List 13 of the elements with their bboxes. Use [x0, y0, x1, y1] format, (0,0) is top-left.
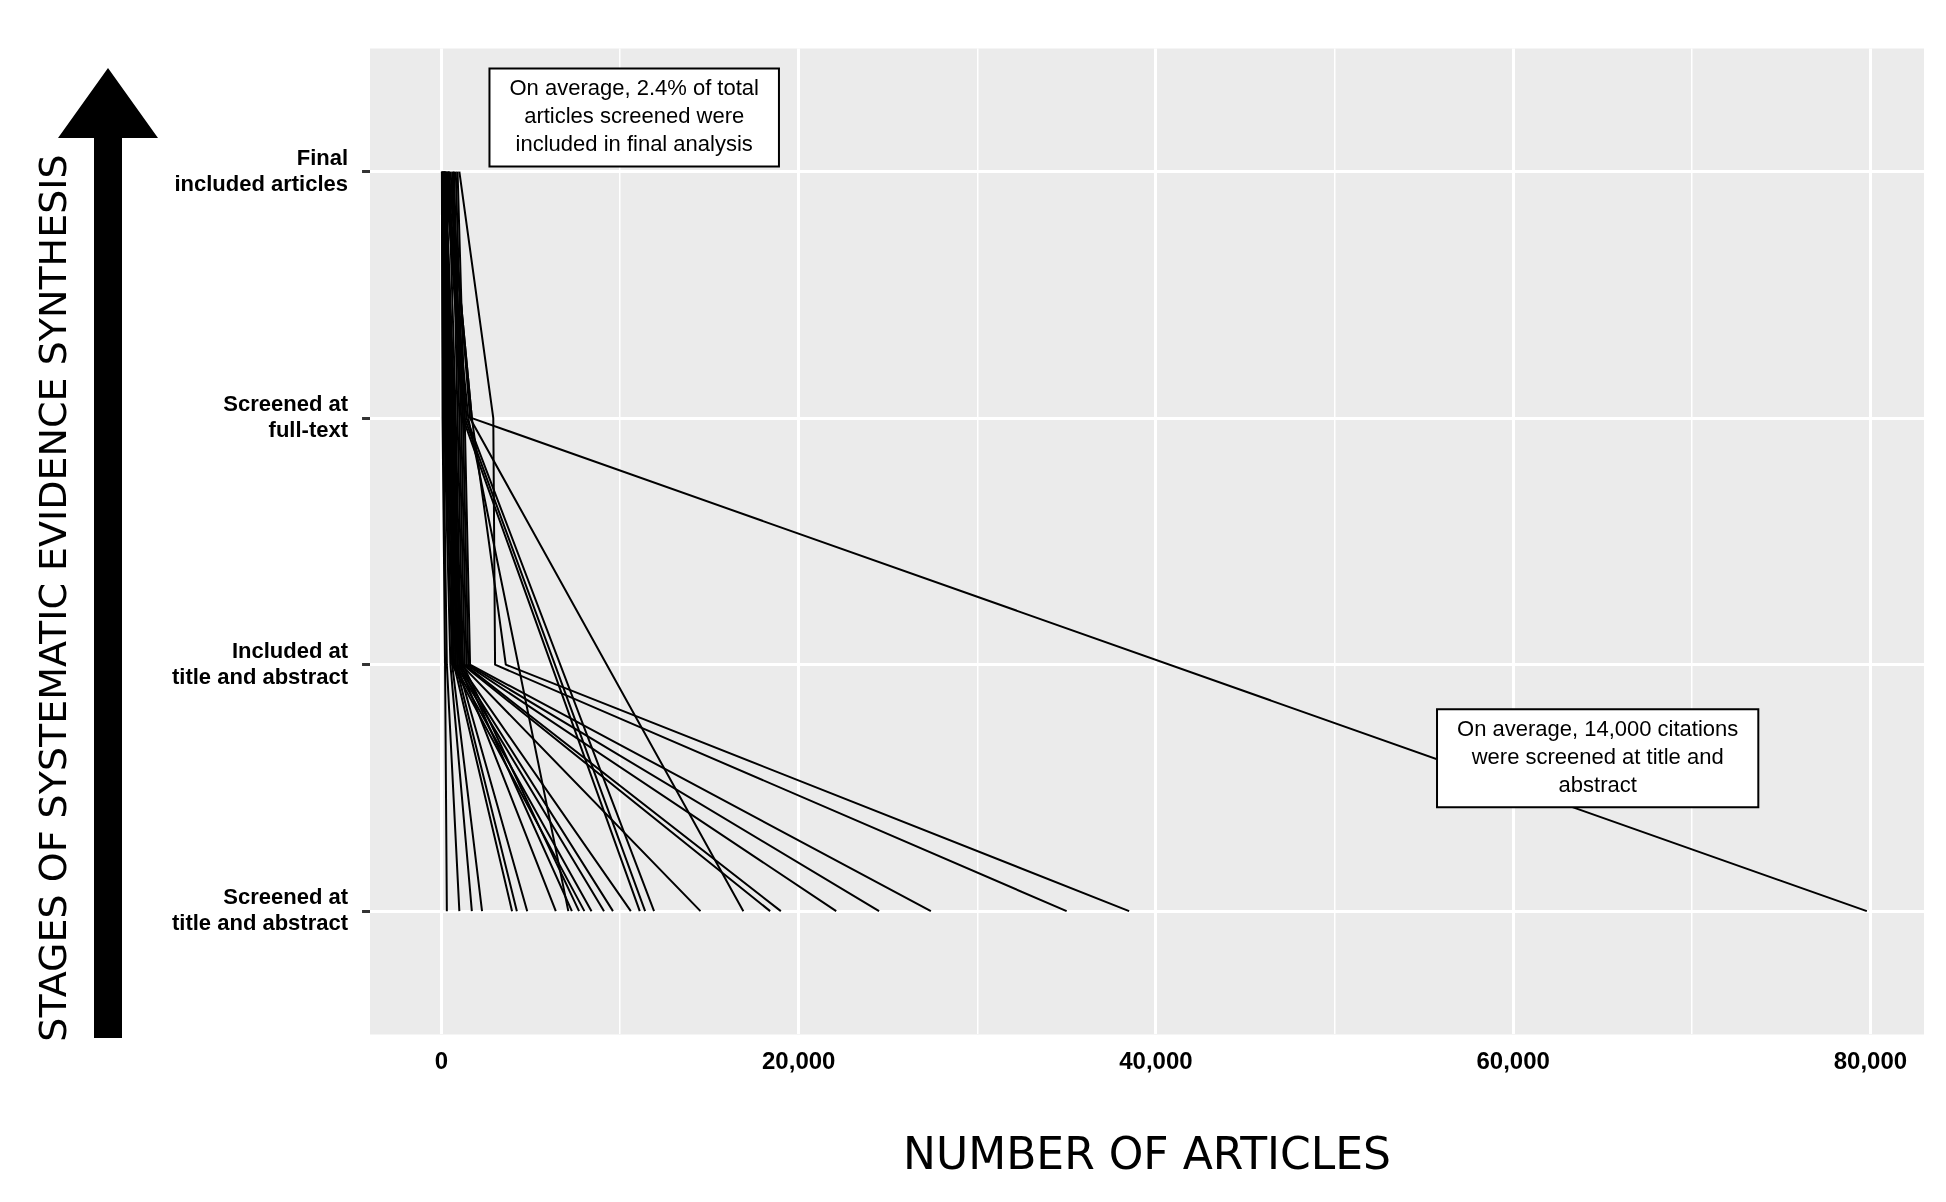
x-tick-label: 60,000	[1476, 1047, 1550, 1075]
x-tick-label: 80,000	[1833, 1047, 1908, 1075]
y-tick-label: Included at title and abstract	[172, 637, 349, 689]
y-tick-label: Screened at title and abstract	[172, 884, 349, 936]
annotation: On average, 2.4% of total articles screened were included in final analysis	[509, 75, 759, 157]
y-tick-label: Screened at full-text	[223, 391, 349, 443]
annotation: On average, 14,000 citations were screened at title and abstract	[1457, 716, 1739, 798]
x-tick-label: 40,000	[1119, 1047, 1193, 1075]
x-tick-label: 0	[434, 1047, 449, 1075]
y-tick-label: Final included articles	[174, 144, 349, 196]
x-axis-title: NUMBER OF ARTICLES	[903, 1128, 1391, 1180]
x-tick-label: 20,000	[762, 1047, 836, 1075]
y-axis-title: STAGES OF SYSTEMATIC EVIDENCE SYNTHESIS	[31, 154, 76, 1042]
